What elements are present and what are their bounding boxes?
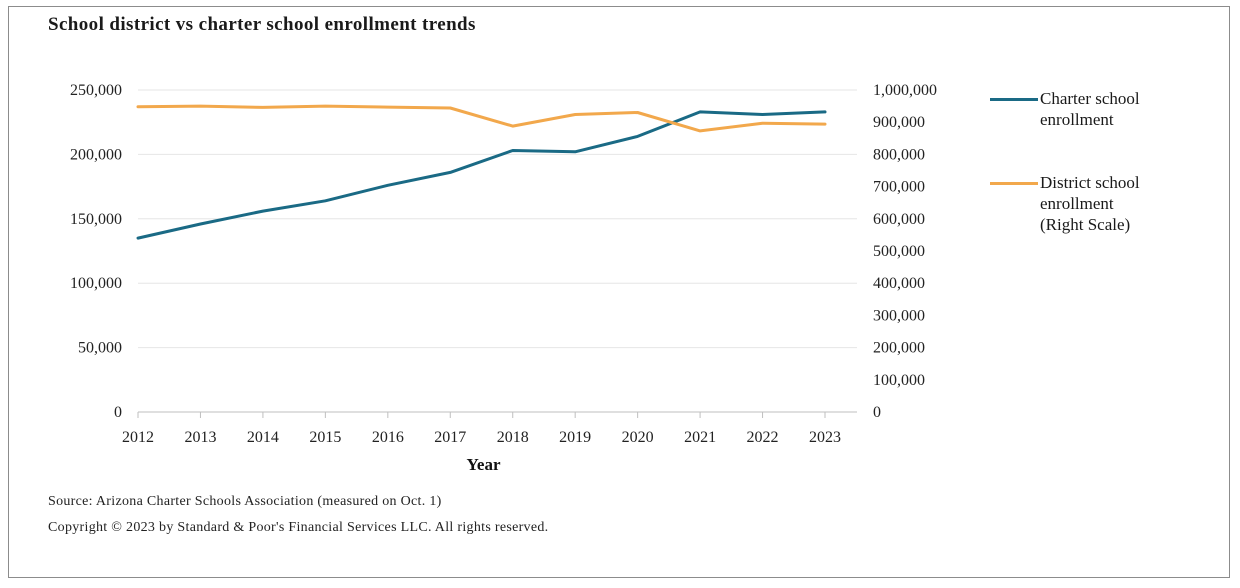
gridlines xyxy=(138,89,857,349)
source-note: Source: Arizona Charter Schools Associat… xyxy=(48,494,442,509)
x-tick-label: 2020 xyxy=(622,429,654,446)
left-tick-label: 250,000 xyxy=(70,82,122,99)
left-tick-label: 200,000 xyxy=(70,146,122,163)
copyright-note: Copyright © 2023 by Standard & Poor's Fi… xyxy=(48,520,549,535)
legend-label-charter: Charter school enrollment xyxy=(1040,88,1210,130)
right-tick-label: 600,000 xyxy=(873,211,925,228)
x-tick-label: 2019 xyxy=(559,429,591,446)
x-tick-label: 2022 xyxy=(747,429,779,446)
x-tick-label: 2021 xyxy=(684,429,716,446)
right-tick-label: 0 xyxy=(873,404,881,421)
right-tick-label: 500,000 xyxy=(873,243,925,260)
legend-label-line: District school xyxy=(1040,173,1140,192)
legend-label-line: enrollment xyxy=(1040,110,1114,129)
right-tick-label: 700,000 xyxy=(873,179,925,196)
x-tick-label: 2013 xyxy=(184,429,216,446)
left-tick-label: 100,000 xyxy=(70,275,122,292)
right-tick-label: 900,000 xyxy=(873,114,925,131)
series xyxy=(136,104,827,240)
x-tick-label: 2012 xyxy=(122,429,154,446)
legend-label-line: enrollment xyxy=(1040,194,1114,213)
axes xyxy=(137,411,857,418)
right-axis-ticks: 0 100,000 200,000 300,000 400,000 500,000 600,… xyxy=(873,82,937,421)
legend-swatch-charter xyxy=(990,98,1038,101)
left-tick-label: 50,000 xyxy=(78,340,122,357)
x-axis-title: Year xyxy=(467,455,501,474)
charter-series-line xyxy=(136,110,827,240)
x-tick-label: 2018 xyxy=(497,429,529,446)
right-tick-label: 300,000 xyxy=(873,307,925,324)
right-tick-label: 100,000 xyxy=(873,372,925,389)
x-tick-label: 2014 xyxy=(247,429,279,446)
legend-swatch-district xyxy=(990,182,1038,185)
legend-label-district: District school enrollment (Right Scale) xyxy=(1040,172,1210,235)
x-tick-label: 2015 xyxy=(309,429,341,446)
x-tick-label: 2016 xyxy=(372,429,404,446)
legend-label-line: (Right Scale) xyxy=(1040,215,1131,234)
right-tick-label: 400,000 xyxy=(873,275,925,292)
right-tick-label: 200,000 xyxy=(873,340,925,357)
chart-title: School district vs charter school enroll… xyxy=(48,14,476,35)
chart-frame xyxy=(8,6,1230,578)
left-tick-label: 0 xyxy=(114,404,122,421)
district-series-line xyxy=(136,104,827,133)
left-tick-label: 150,000 xyxy=(70,211,122,228)
left-axis-ticks: 0 50,000 100,000 150,000 200,000 250,000 xyxy=(70,82,122,421)
x-axis-ticks: 2012 2013 2014 2015 2016 2017 2018 2019 2020 2021… xyxy=(122,429,841,446)
right-tick-label: 1,000,000 xyxy=(873,82,937,99)
right-tick-label: 800,000 xyxy=(873,146,925,163)
x-tick-label: 2023 xyxy=(809,429,841,446)
x-tick-label: 2017 xyxy=(434,429,466,446)
legend-label-line: Charter school xyxy=(1040,89,1140,108)
